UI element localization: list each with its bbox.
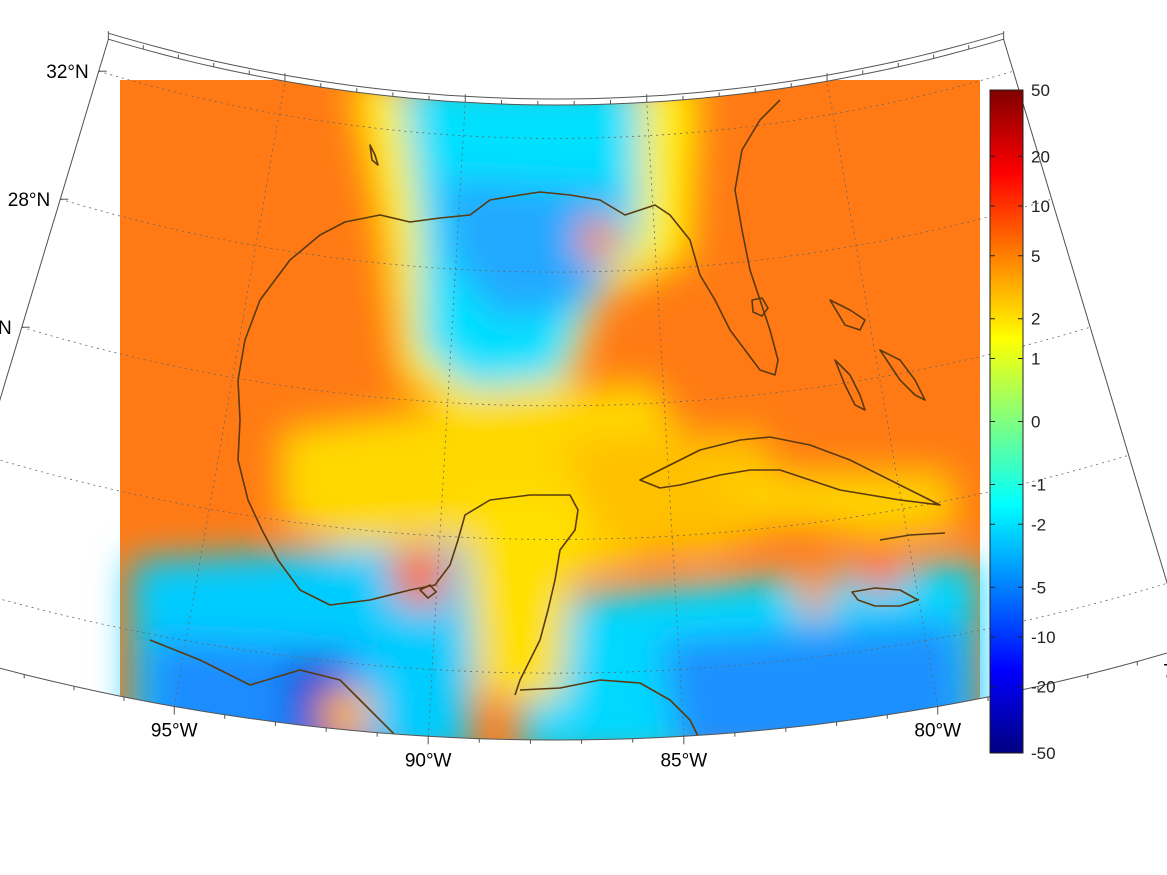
meridian-line [0, 39, 109, 648]
longitude-tick-labels: 100°W95°W90°W85°W80°W75°W [151, 661, 1167, 771]
colorbar-tick-label: 50 [1031, 81, 1050, 100]
meridian-line [826, 81, 939, 707]
colorbar-tick-label: 0 [1031, 413, 1040, 432]
longitude-label: 95°W [151, 720, 198, 741]
colorbar-tick-label: 10 [1031, 197, 1050, 216]
meridian-line [1003, 39, 1167, 648]
longitude-label: 80°W [914, 720, 961, 741]
parallel-line [21, 326, 1091, 407]
colorbar-tick-label: -1 [1031, 475, 1046, 494]
colorbar-tick-label: -50 [1031, 744, 1056, 763]
meridian-line [427, 102, 466, 737]
parallel-line [0, 454, 1129, 540]
latitude-label: 28°N [8, 190, 50, 211]
map-border [0, 38, 1167, 741]
data-field [120, 80, 980, 740]
map-border-outer [108, 32, 1004, 100]
latitude-label: 32°N [46, 62, 88, 83]
longitude-label: 85°W [660, 750, 707, 771]
coastline [149, 99, 946, 740]
colorbar-tick-label: -10 [1031, 628, 1056, 647]
longitude-label: 75°W [1163, 661, 1167, 682]
colorbar-tick-label: 2 [1031, 310, 1040, 329]
colorbar-tick-label: -2 [1031, 515, 1046, 534]
meridian-line [173, 81, 286, 707]
longitude-label: 90°W [405, 750, 452, 771]
colorbar-tick-label: 20 [1031, 147, 1050, 166]
colorbar-tick-label: -20 [1031, 678, 1056, 697]
parallel-line [0, 582, 1167, 674]
meridian-line [646, 102, 685, 737]
latitude-tick-labels: 32°N28°N24°N20°N16°N [0, 62, 89, 339]
map-frame [0, 31, 1167, 745]
colorbar-tick-label: 1 [1031, 350, 1040, 369]
colorbar-tick-label: 5 [1031, 247, 1040, 266]
parallel-line [98, 70, 1014, 139]
latitude-label: 24°N [0, 318, 12, 339]
colorbar-tick-label: -5 [1031, 578, 1046, 597]
